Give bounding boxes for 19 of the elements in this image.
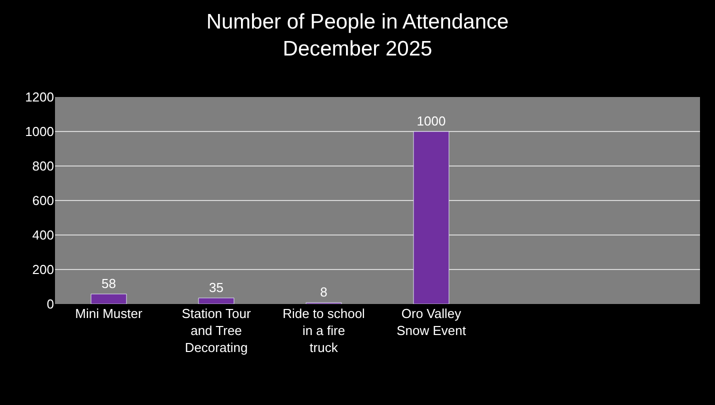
data-label: 1000	[416, 114, 446, 128]
bar	[413, 131, 450, 304]
x-tick-label: Ride to school in a fire truck	[282, 306, 366, 355]
y-tick-label: 600	[32, 193, 54, 208]
x-tick-label: Oro Valley Snow Event	[396, 306, 466, 338]
chart-title: Number of People in Attendance December 2025	[206, 10, 509, 61]
y-tick-label: 1200	[25, 90, 54, 105]
y-tick-label: 1000	[25, 124, 54, 140]
y-tick-label: 200	[32, 262, 54, 278]
data-label: 58	[102, 276, 116, 291]
y-tick-label: 0	[46, 296, 54, 312]
bar	[90, 294, 127, 304]
x-tick-label: Mini Muster	[75, 306, 144, 321]
y-tick-label: 800	[32, 158, 54, 174]
x-tick-label: Station Tour and Tree Decorating	[182, 306, 252, 355]
data-label: 8	[320, 284, 328, 300]
y-tick-label: 400	[32, 228, 54, 243]
bar	[198, 298, 234, 304]
data-label: 35	[209, 280, 224, 295]
